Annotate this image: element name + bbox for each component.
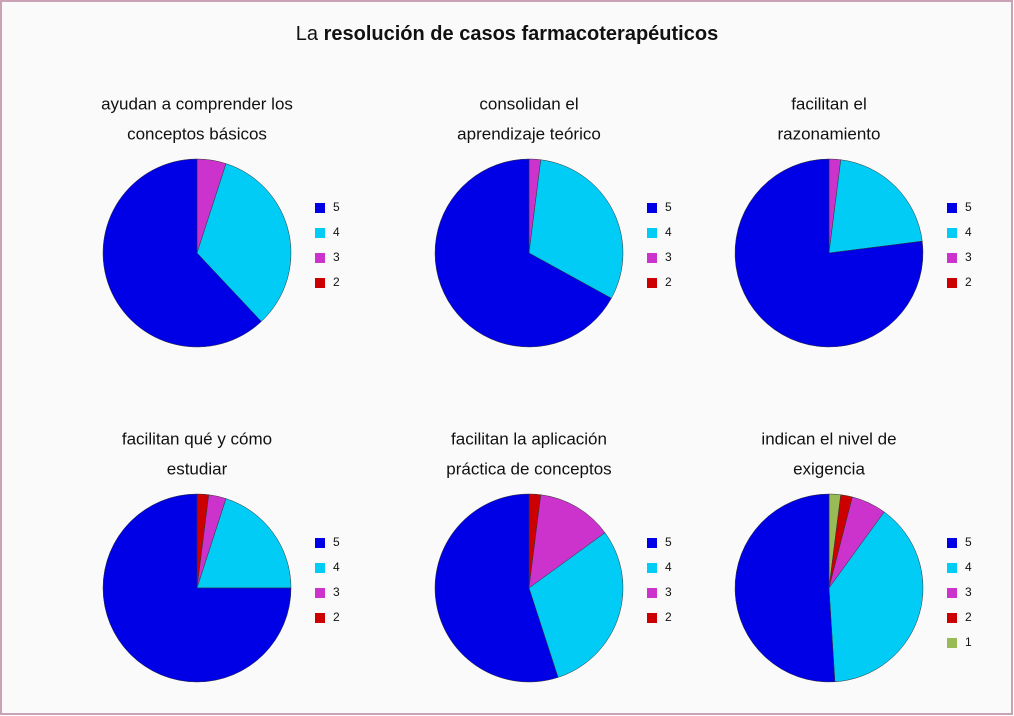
legend-label: 4: [965, 560, 972, 574]
legend-swatch: [647, 613, 657, 623]
legend-swatch: [315, 228, 325, 238]
legend-label: 4: [965, 225, 972, 239]
legend-label: 5: [665, 200, 672, 214]
pie-slice: [434, 158, 612, 348]
legend-swatch: [647, 203, 657, 213]
legend-swatch: [315, 203, 325, 213]
pie-slice: [828, 511, 924, 683]
legend-swatch: [647, 253, 657, 263]
legend-label: 3: [965, 585, 972, 599]
legend-swatch: [947, 563, 957, 573]
legend-swatch: [315, 563, 325, 573]
legend-label: 5: [965, 200, 972, 214]
title-plain: La: [296, 23, 319, 45]
pie-title: razonamiento: [777, 124, 880, 143]
legend-swatch: [315, 253, 325, 263]
legend-swatch: [947, 613, 957, 623]
legend-swatch: [947, 278, 957, 288]
pie-slice: [196, 498, 292, 589]
legend-swatch: [647, 563, 657, 573]
legend-swatch: [947, 588, 957, 598]
pie-slice: [528, 159, 624, 299]
pie-slice: [828, 159, 923, 254]
pie-title: aprendizaje teórico: [457, 124, 601, 143]
legend-swatch: [947, 203, 957, 213]
title-bold: resolución de casos farmacoterapéuticos: [324, 23, 719, 45]
legend-label: 2: [965, 275, 972, 289]
legend-label: 5: [333, 535, 340, 549]
legend-label: 2: [965, 610, 972, 624]
pie-title: práctica de conceptos: [446, 459, 611, 478]
legend-swatch: [947, 253, 957, 263]
pie-title: ayudan a comprender los: [101, 94, 293, 113]
legend-label: 2: [665, 610, 672, 624]
pie-slice: [734, 493, 836, 683]
pie-title: consolidan el: [479, 94, 578, 113]
legend-swatch: [315, 588, 325, 598]
pie-slice: [434, 493, 559, 683]
legend-label: 5: [665, 535, 672, 549]
legend-swatch: [315, 613, 325, 623]
legend-swatch: [947, 538, 957, 548]
legend-swatch: [947, 638, 957, 648]
legend-label: 3: [333, 250, 340, 264]
legend-label: 3: [665, 250, 672, 264]
legend-label: 3: [333, 585, 340, 599]
pie-title: facilitan el: [791, 94, 867, 113]
legend-label: 5: [965, 535, 972, 549]
legend-swatch: [315, 278, 325, 288]
legend-swatch: [947, 228, 957, 238]
legend-label: 4: [665, 560, 672, 574]
pie-title: conceptos básicos: [127, 124, 267, 143]
pie-title: estudiar: [167, 459, 228, 478]
pie-title: indican el nivel de: [761, 429, 896, 448]
legend-label: 4: [333, 225, 340, 239]
pie-slice: [102, 158, 262, 348]
legend-label: 5: [333, 200, 340, 214]
pie-slice: [196, 163, 292, 322]
pie-title: facilitan qué y cómo: [122, 429, 272, 448]
legend-swatch: [647, 588, 657, 598]
pie-slice: [528, 532, 624, 678]
pie-slice: [734, 158, 924, 348]
legend-swatch: [315, 538, 325, 548]
page-title: La resolución de casos farmacoterapéutic…: [296, 23, 718, 45]
pie-title: exigencia: [793, 459, 865, 478]
pie-title: facilitan la aplicación: [451, 429, 607, 448]
legend-label: 1: [965, 635, 972, 649]
legend-swatch: [647, 538, 657, 548]
legend-label: 2: [333, 275, 340, 289]
pie-slice: [528, 494, 606, 589]
legend-swatch: [647, 278, 657, 288]
legend-label: 4: [333, 560, 340, 574]
legend-label: 3: [965, 250, 972, 264]
pie-slice: [102, 493, 292, 683]
legend-label: 2: [333, 610, 340, 624]
legend-label: 4: [665, 225, 672, 239]
legend-label: 2: [665, 275, 672, 289]
legend-swatch: [647, 228, 657, 238]
legend-label: 3: [665, 585, 672, 599]
